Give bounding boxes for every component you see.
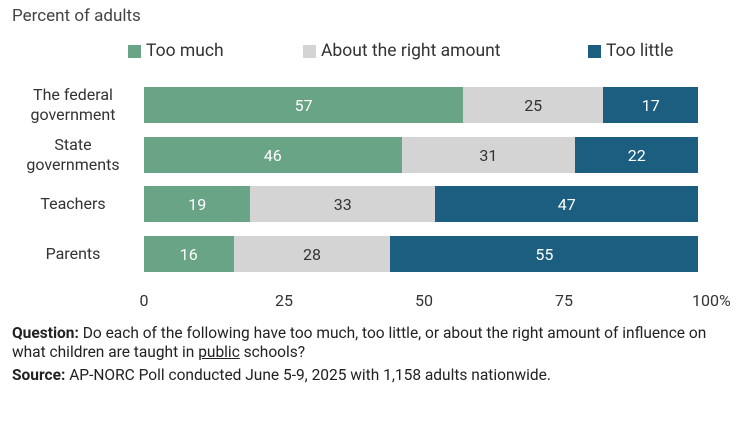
question: Question: Do each of the following have … [12,324,732,362]
value-label: 57 [294,95,313,115]
bar: 55 [390,236,699,272]
value-label: 16 [179,244,198,264]
source-label: Source: [12,366,66,384]
x-tick-label: 75 [555,291,573,310]
question-text: schools? [243,343,306,361]
bar: 46 [144,137,402,173]
x-tick-label: 25 [275,291,293,310]
bar: 33 [250,186,436,222]
value-label: 47 [557,194,576,214]
legend-swatch [303,45,316,58]
bar: 22 [575,137,699,173]
bar: 31 [401,137,576,173]
source-text: AP-NORC Poll conducted June 5-9, 2025 wi… [69,366,551,384]
legend-label: About the right amount [321,41,501,61]
bar: 47 [435,186,699,222]
value-label: 17 [641,95,660,115]
x-tick-label: 0 [139,291,149,310]
value-label: 28 [303,244,321,264]
bar: 28 [233,236,391,272]
legend-label: Too little [606,41,674,61]
category-label: Teachers [40,194,106,213]
question-text: public [198,343,240,361]
value-label: 46 [263,145,282,165]
value-label: 33 [333,194,352,214]
source: Source: AP-NORC Poll conducted June 5-9,… [12,366,732,385]
legend-label: Too much [146,41,224,61]
x-tick-label: 100% [692,291,731,310]
value-label: 25 [524,95,543,115]
category-label: Parents [45,244,101,263]
bar: 25 [463,87,604,123]
bar: 19 [144,186,251,222]
question-label: Question: [12,324,79,342]
x-tick-label: 50 [415,291,433,310]
bar: 16 [144,236,234,272]
bar: 17 [603,87,699,123]
value-label: 55 [535,244,554,264]
bar: 57 [144,87,464,123]
legend-swatch [588,45,601,58]
value-label: 19 [188,194,207,214]
value-label: 31 [479,145,498,165]
value-label: 22 [627,145,646,165]
category-label: The federal government [30,85,116,124]
subtitle: Percent of adults [12,6,141,26]
legend-swatch [128,45,141,58]
category-label: State governments [26,135,120,174]
question-text: Do each of the following have too much, … [12,324,707,361]
